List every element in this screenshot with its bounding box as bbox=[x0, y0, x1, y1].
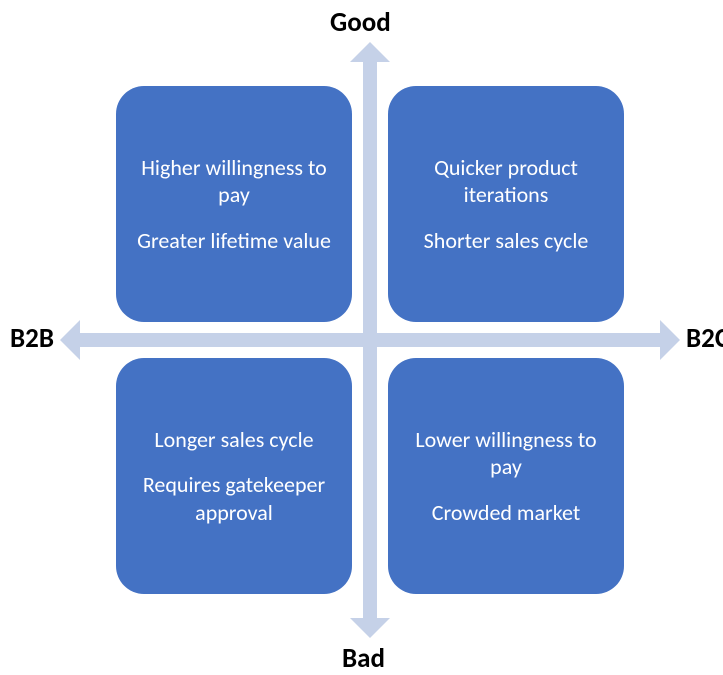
axis-label-left: B2B bbox=[10, 322, 54, 355]
axis-label-right: B2C bbox=[686, 322, 723, 355]
vertical-axis bbox=[363, 62, 377, 618]
quadrant-top-right: Quicker product iterations Shorter sales… bbox=[388, 86, 624, 322]
quadrant-bottom-right: Lower willingness to pay Crowded market bbox=[388, 358, 624, 594]
quadrant-text: Shorter sales cycle bbox=[424, 227, 589, 255]
quadrant-text: Higher willingness to pay bbox=[134, 154, 334, 209]
axis-label-bottom: Bad bbox=[342, 642, 385, 675]
arrow-down-icon bbox=[350, 618, 390, 638]
quadrant-text: Requires gatekeeper approval bbox=[134, 471, 334, 526]
axis-label-top: Good bbox=[330, 6, 391, 39]
quadrant-top-left: Higher willingness to pay Greater lifeti… bbox=[116, 86, 352, 322]
quadrant-text: Greater lifetime value bbox=[137, 227, 331, 255]
arrow-right-icon bbox=[660, 320, 680, 360]
quadrant-text: Lower willingness to pay bbox=[406, 426, 606, 481]
quadrant-text: Crowded market bbox=[432, 499, 580, 527]
quadrant-diagram: Good Bad B2B B2C Higher willingness to p… bbox=[0, 0, 723, 662]
quadrant-bottom-left: Longer sales cycle Requires gatekeeper a… bbox=[116, 358, 352, 594]
arrow-left-icon bbox=[60, 320, 80, 360]
quadrant-text: Longer sales cycle bbox=[154, 426, 313, 454]
quadrant-text: Quicker product iterations bbox=[406, 154, 606, 209]
arrow-up-icon bbox=[350, 42, 390, 62]
